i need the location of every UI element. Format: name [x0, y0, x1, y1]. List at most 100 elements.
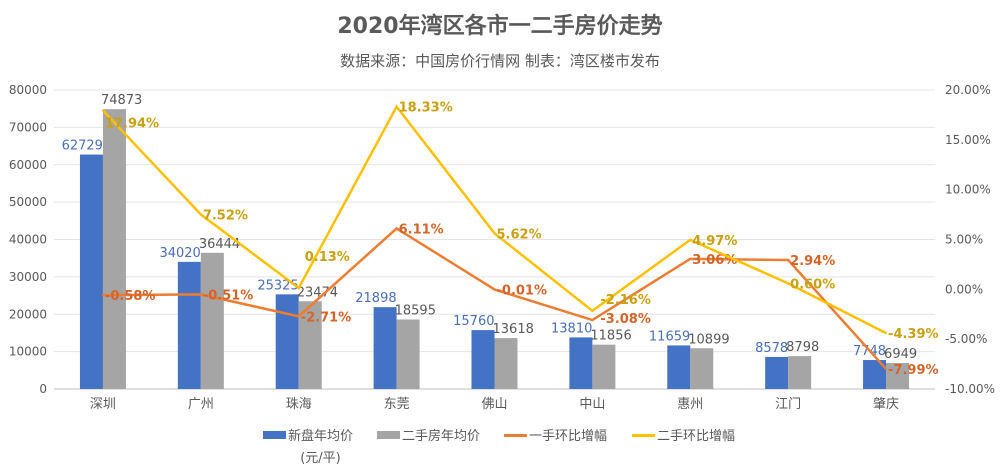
bar-data-label: 25325 [257, 278, 298, 293]
line-point [395, 227, 398, 230]
bar [494, 338, 518, 389]
bar-data-label: 13810 [551, 321, 592, 336]
line-point [101, 294, 104, 297]
right-tick-label: -10.00% [945, 382, 995, 396]
legend-swatch [504, 434, 527, 437]
line-data-label: 2.94% [790, 254, 835, 269]
line-point [885, 332, 888, 335]
line-data-label: -2.16% [600, 293, 651, 308]
bar [592, 344, 616, 389]
line-point [591, 309, 594, 312]
line-data-label: 7.52% [203, 208, 248, 223]
line-data-label: 4.97% [692, 234, 737, 249]
legend-item-second-hand-price: 二手房年均价 [377, 426, 480, 448]
chart-title: 2020年湾区各市一二手房价走势 [337, 14, 663, 39]
legend-item-second-hand-growth: 二手环比增幅 [632, 426, 735, 448]
line-point [591, 319, 594, 322]
bar-data-label: 8578 [755, 341, 788, 356]
bar [373, 307, 397, 389]
line-data-label: -0.51% [203, 288, 254, 303]
x-tick-label: 东莞 [384, 397, 410, 412]
bar-data-label: 15760 [453, 314, 494, 329]
legend-unit: (元/平) [300, 451, 341, 466]
line-point [199, 293, 202, 296]
legend-item-new-growth: 一手环比增幅 [504, 426, 607, 448]
bar [298, 301, 322, 389]
line-point [493, 232, 496, 235]
legend-label: 二手房年均价 [402, 429, 481, 444]
line-point [297, 315, 300, 318]
line-data-label: 17.94% [105, 117, 159, 132]
left-tick-label: 60000 [9, 158, 47, 172]
legend-label: 新盘年均价 [288, 429, 354, 444]
x-tick-label: 珠海 [286, 397, 312, 412]
line-point [689, 257, 692, 260]
bar-data-label: 18595 [395, 304, 436, 319]
right-tick-label: 5.00% [945, 233, 983, 247]
legend-swatch [263, 431, 286, 439]
x-tick-label: 惠州 [677, 397, 703, 412]
line-data-label: 3.06% [692, 253, 737, 268]
bar-data-label: 74873 [101, 93, 142, 108]
line-point [885, 367, 888, 370]
line-data-label: -0.01% [497, 283, 548, 298]
right-tick-label: 10.00% [945, 183, 991, 197]
bar-data-label: 11856 [590, 329, 631, 344]
legend-item-new-price: 新盘年均价 (元/平) [263, 426, 353, 470]
bar-data-label: 8798 [786, 340, 819, 355]
line-point [395, 105, 398, 108]
line-point [493, 288, 496, 291]
left-tick-label: 0 [39, 382, 47, 396]
line-data-label: -3.08% [600, 312, 651, 327]
bar [275, 294, 299, 389]
line-data-label: 0.13% [305, 250, 350, 265]
x-tick-label: 中山 [579, 397, 605, 412]
line-data-label: 0.60% [790, 277, 835, 292]
right-tick-label: -5.00% [945, 332, 987, 346]
bar [765, 356, 789, 389]
left-tick-label: 20000 [9, 307, 47, 321]
bar-data-label: 21898 [355, 291, 396, 306]
legend-label: 一手环比增幅 [529, 429, 608, 444]
left-tick-label: 30000 [9, 270, 47, 284]
line-point [689, 238, 692, 241]
bar-data-label: 6949 [884, 347, 917, 362]
line-data-label: -7.99% [888, 363, 939, 378]
line-point [101, 109, 104, 112]
x-tick-label: 肇庆 [873, 397, 899, 412]
bar-data-label: 62729 [62, 139, 103, 154]
bar-data-label: 11659 [649, 329, 690, 344]
bar [886, 363, 910, 389]
left-tick-label: 50000 [9, 195, 47, 209]
bar [690, 348, 714, 389]
line-data-label: 5.62% [497, 227, 542, 242]
right-tick-label: 15.00% [945, 133, 991, 147]
line-data-label: 6.11% [399, 222, 444, 237]
bar-data-label: 10899 [688, 332, 729, 347]
legend-swatch [377, 431, 400, 439]
chart-subtitle: 数据来源：中国房价行情网 制表：湾区楼市发布 [340, 52, 660, 70]
left-tick-label: 40000 [9, 233, 47, 247]
line-data-label: -0.58% [105, 289, 156, 304]
line-data-label: -2.71% [301, 310, 352, 325]
bar [863, 360, 887, 389]
bar [569, 337, 593, 389]
line-point [199, 213, 202, 216]
x-tick-label: 深圳 [90, 397, 116, 412]
line-point [787, 282, 790, 285]
bar [667, 345, 691, 389]
bar [200, 252, 224, 389]
legend-swatch [632, 434, 655, 437]
bar [177, 261, 201, 389]
bar-data-label: 13618 [493, 322, 534, 337]
x-tick-label: 广州 [188, 397, 214, 412]
line-data-label: 18.33% [399, 101, 453, 116]
bar [788, 356, 812, 389]
bar [396, 319, 420, 389]
line-point [787, 259, 790, 262]
bar-data-label: 36444 [199, 237, 240, 252]
bar [79, 154, 103, 389]
x-tick-label: 佛山 [481, 397, 507, 412]
bar-data-label: 34020 [159, 246, 200, 261]
